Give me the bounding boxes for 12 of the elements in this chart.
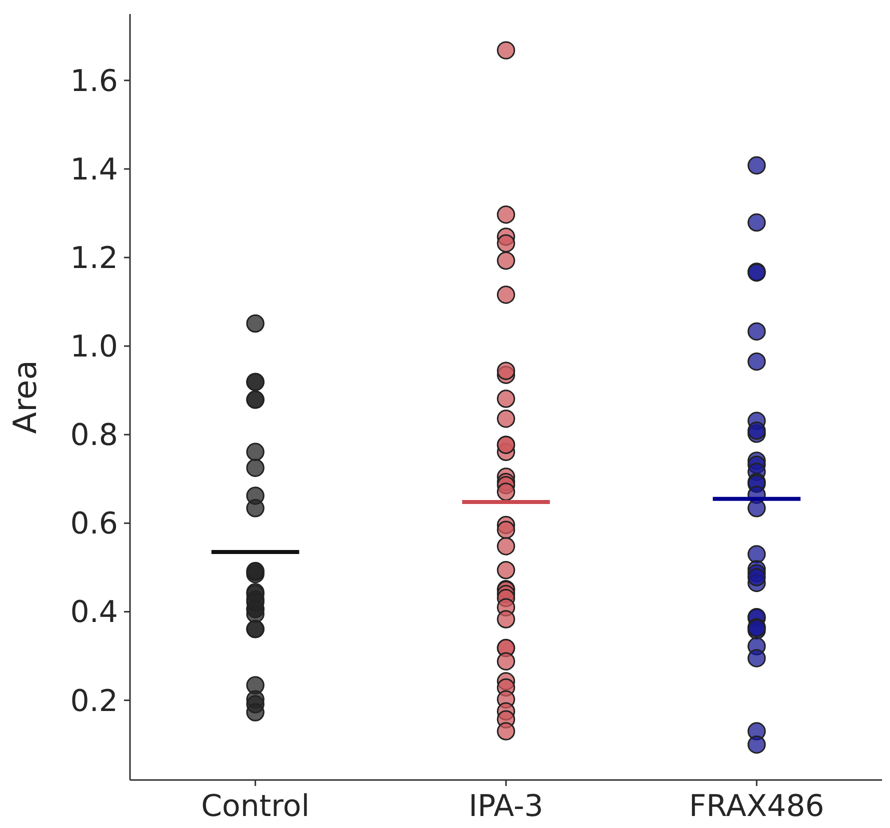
y-axis-title: Area <box>6 360 44 434</box>
y-tick-label: 0.4 <box>70 595 118 630</box>
x-tick-label: Control <box>201 789 310 824</box>
y-tick-label: 1.0 <box>70 330 118 365</box>
y-tick-label: 0.8 <box>70 418 118 454</box>
y-tick-label: 0.2 <box>70 684 118 719</box>
y-tick-label: 1.4 <box>70 152 118 188</box>
y-tick-label: 0.6 <box>70 506 118 542</box>
y-tick-label: 1.2 <box>70 241 118 276</box>
y-tick-label: 1.6 <box>70 64 118 99</box>
x-tick-label: FRAX486 <box>689 789 824 824</box>
x-tick-label: IPA-3 <box>468 789 544 824</box>
